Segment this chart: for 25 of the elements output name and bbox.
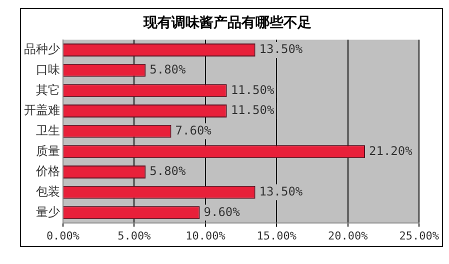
x-tick-label: 10.00%	[186, 229, 226, 242]
y-tick-label: 其它	[36, 82, 60, 97]
y-tick-label: 包装	[36, 184, 60, 198]
chart-title: 现有调味酱产品有哪些不足	[142, 14, 312, 32]
y-tick-label: 品种少	[24, 42, 60, 56]
x-tick-label: 0.00%	[46, 229, 80, 242]
data-label: 11.50%	[230, 82, 275, 97]
x-tick-label: 20.00%	[328, 229, 368, 242]
data-label: 7.60%	[175, 123, 212, 138]
y-tick-label: 口味	[36, 62, 60, 76]
data-label: 13.50%	[259, 184, 304, 198]
y-tick-label: 价格	[35, 164, 60, 178]
data-label: 11.50%	[230, 103, 275, 118]
y-tick-label: 质量	[36, 144, 60, 158]
y-tick-label: 卫生	[36, 123, 60, 138]
data-label: 21.20%	[369, 144, 414, 158]
x-tick-label: 15.00%	[256, 229, 297, 242]
x-tick-label: 5.00%	[118, 229, 152, 242]
data-label: 9.60%	[204, 204, 241, 219]
y-tick-label: 量少	[36, 204, 60, 219]
data-label: 5.80%	[150, 164, 187, 178]
data-label: 5.80%	[150, 62, 187, 76]
x-tick-label: 25.00%	[399, 229, 440, 242]
y-tick-label: 开盖难	[24, 103, 60, 118]
data-label: 13.50%	[259, 42, 304, 56]
